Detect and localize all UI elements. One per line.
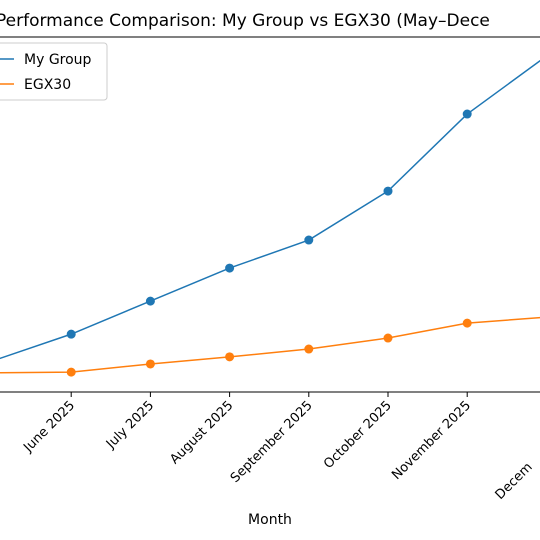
series-line (0, 59, 540, 360)
legend-label: My Group (24, 52, 92, 68)
point (304, 344, 314, 354)
point (304, 235, 314, 245)
point (462, 318, 472, 328)
x-tick-label: Decem (493, 460, 536, 503)
x-tick-label: November 2025 (389, 398, 474, 483)
legend-label: EGX30 (24, 77, 71, 93)
x-tick-label: June 2025 (20, 398, 78, 456)
point (225, 263, 235, 273)
point (383, 333, 393, 343)
chart-title: Performance Comparison: My Group vs EGX3… (0, 11, 490, 31)
point (145, 359, 155, 369)
point (225, 352, 235, 362)
x-tick-label: August 2025 (167, 398, 236, 467)
point (66, 329, 76, 339)
point (66, 367, 76, 377)
point (462, 109, 472, 119)
legend-box (0, 42, 108, 101)
x-tick-label: October 2025 (321, 398, 395, 472)
series-line (0, 316, 540, 374)
legend: My Group EGX30 (0, 42, 108, 101)
x-tick-label: September 2025 (228, 398, 316, 486)
x-tick-label: July 2025 (103, 398, 157, 452)
point (383, 186, 393, 196)
point (145, 296, 155, 306)
x-axis-label: Month (248, 512, 292, 528)
